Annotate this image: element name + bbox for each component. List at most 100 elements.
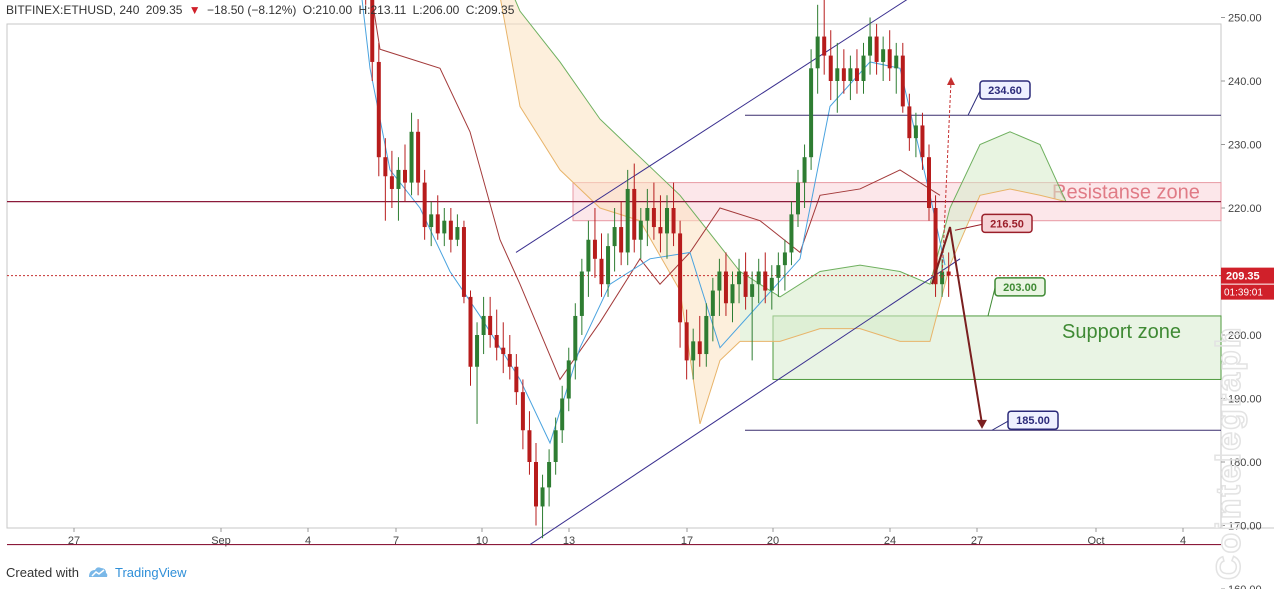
candle-body — [632, 188, 637, 240]
candle-body — [612, 227, 617, 247]
candle — [848, 55, 853, 101]
candle-body — [370, 0, 375, 62]
candle-body — [697, 341, 702, 355]
tenkan-line — [361, 0, 946, 445]
candle-body — [534, 462, 538, 507]
x-tick-label: 27 — [971, 535, 983, 547]
candle — [606, 233, 611, 297]
candle-body — [514, 366, 519, 393]
candle — [553, 417, 558, 475]
ohlc-high: H:213.11 — [358, 3, 407, 17]
candle-body — [750, 284, 755, 297]
candle-body — [442, 220, 447, 234]
candle-body — [828, 55, 833, 81]
candle — [704, 303, 709, 367]
candle — [547, 449, 552, 507]
candle-body — [416, 131, 421, 183]
candle — [586, 220, 591, 297]
candle-body — [835, 68, 840, 81]
candle-body — [881, 49, 886, 62]
candle — [612, 208, 617, 272]
candle-body — [573, 315, 578, 361]
candle — [841, 49, 846, 94]
candle-body — [553, 430, 558, 462]
candle-body — [894, 55, 899, 69]
candle — [389, 150, 394, 208]
candle — [632, 163, 637, 253]
y-tick-label: 180.00 — [1228, 457, 1262, 469]
candle-body — [678, 233, 683, 323]
candle — [730, 271, 735, 323]
price-callout: 185.00 — [991, 410, 1059, 431]
candle — [750, 271, 755, 361]
candle-body — [848, 68, 853, 81]
x-tick-label: 4 — [1180, 535, 1186, 547]
candle-body — [481, 315, 486, 335]
candle — [769, 265, 774, 310]
candle-body — [645, 208, 650, 221]
candle — [429, 201, 434, 247]
candle — [684, 309, 689, 380]
ichimoku-cloud-green-2 — [740, 131, 1066, 342]
candle — [854, 49, 859, 94]
candle-body — [684, 322, 689, 361]
candle-body — [730, 284, 735, 304]
candle-body — [422, 182, 427, 228]
candle-body — [448, 220, 453, 240]
candle-body — [809, 68, 814, 158]
candle — [376, 42, 381, 177]
x-tick-label: 4 — [305, 535, 311, 547]
resistance-zone-label: Resistanse zone — [1052, 182, 1200, 204]
candle-body — [547, 462, 552, 488]
tradingview-logo-icon — [88, 567, 108, 577]
candle — [370, 0, 375, 81]
candle-body — [396, 169, 401, 189]
candle — [383, 138, 388, 221]
candle — [697, 315, 702, 367]
candle — [737, 258, 742, 304]
candle — [678, 220, 683, 348]
candle — [763, 252, 768, 304]
price-callout: 234.60 — [967, 80, 1031, 116]
tradingview-link[interactable]: TradingView — [114, 564, 187, 580]
candle-body — [789, 214, 794, 253]
candle-body — [638, 220, 643, 240]
candle-body — [927, 157, 931, 208]
candle — [900, 42, 905, 113]
candle-body — [737, 271, 742, 285]
candle-body — [520, 392, 525, 431]
callout-label: 203.00 — [1003, 282, 1037, 294]
candle — [651, 182, 656, 240]
cointelegraph-watermark: Cointelegraph — [1212, 325, 1249, 580]
candle — [599, 233, 604, 297]
candle-body — [769, 277, 774, 291]
callout-pointer — [967, 90, 981, 116]
y-tick-label: 190.00 — [1228, 394, 1262, 406]
candle — [494, 309, 499, 361]
candle — [435, 195, 440, 240]
symbol-header: BITFINEX:ETHUSD, 240 209.35 ▼ −18.50 (−8… — [6, 3, 517, 19]
candle-body — [756, 271, 761, 285]
y-tick-label: 220.00 — [1228, 203, 1262, 215]
candle — [501, 322, 506, 374]
candle-body — [665, 208, 669, 234]
candle-body — [710, 290, 715, 316]
ichimoku-cloud-red — [500, 0, 740, 424]
candle — [743, 252, 748, 310]
candle-body — [913, 125, 918, 139]
ohlc-open: O:210.00 — [302, 3, 353, 17]
candle — [835, 42, 840, 113]
footer: Created with TradingView — [6, 563, 187, 581]
candle-body — [691, 341, 696, 361]
callout-pointer — [991, 420, 1009, 431]
candle-body — [494, 335, 499, 348]
created-with-label: Created with — [6, 564, 79, 580]
candle — [671, 182, 676, 247]
candle — [520, 379, 525, 450]
candle — [874, 23, 879, 75]
candle — [507, 335, 512, 380]
ichimoku-cloud-red-edge-a — [514, 0, 741, 272]
candle-body — [619, 227, 624, 253]
candle — [573, 303, 578, 380]
